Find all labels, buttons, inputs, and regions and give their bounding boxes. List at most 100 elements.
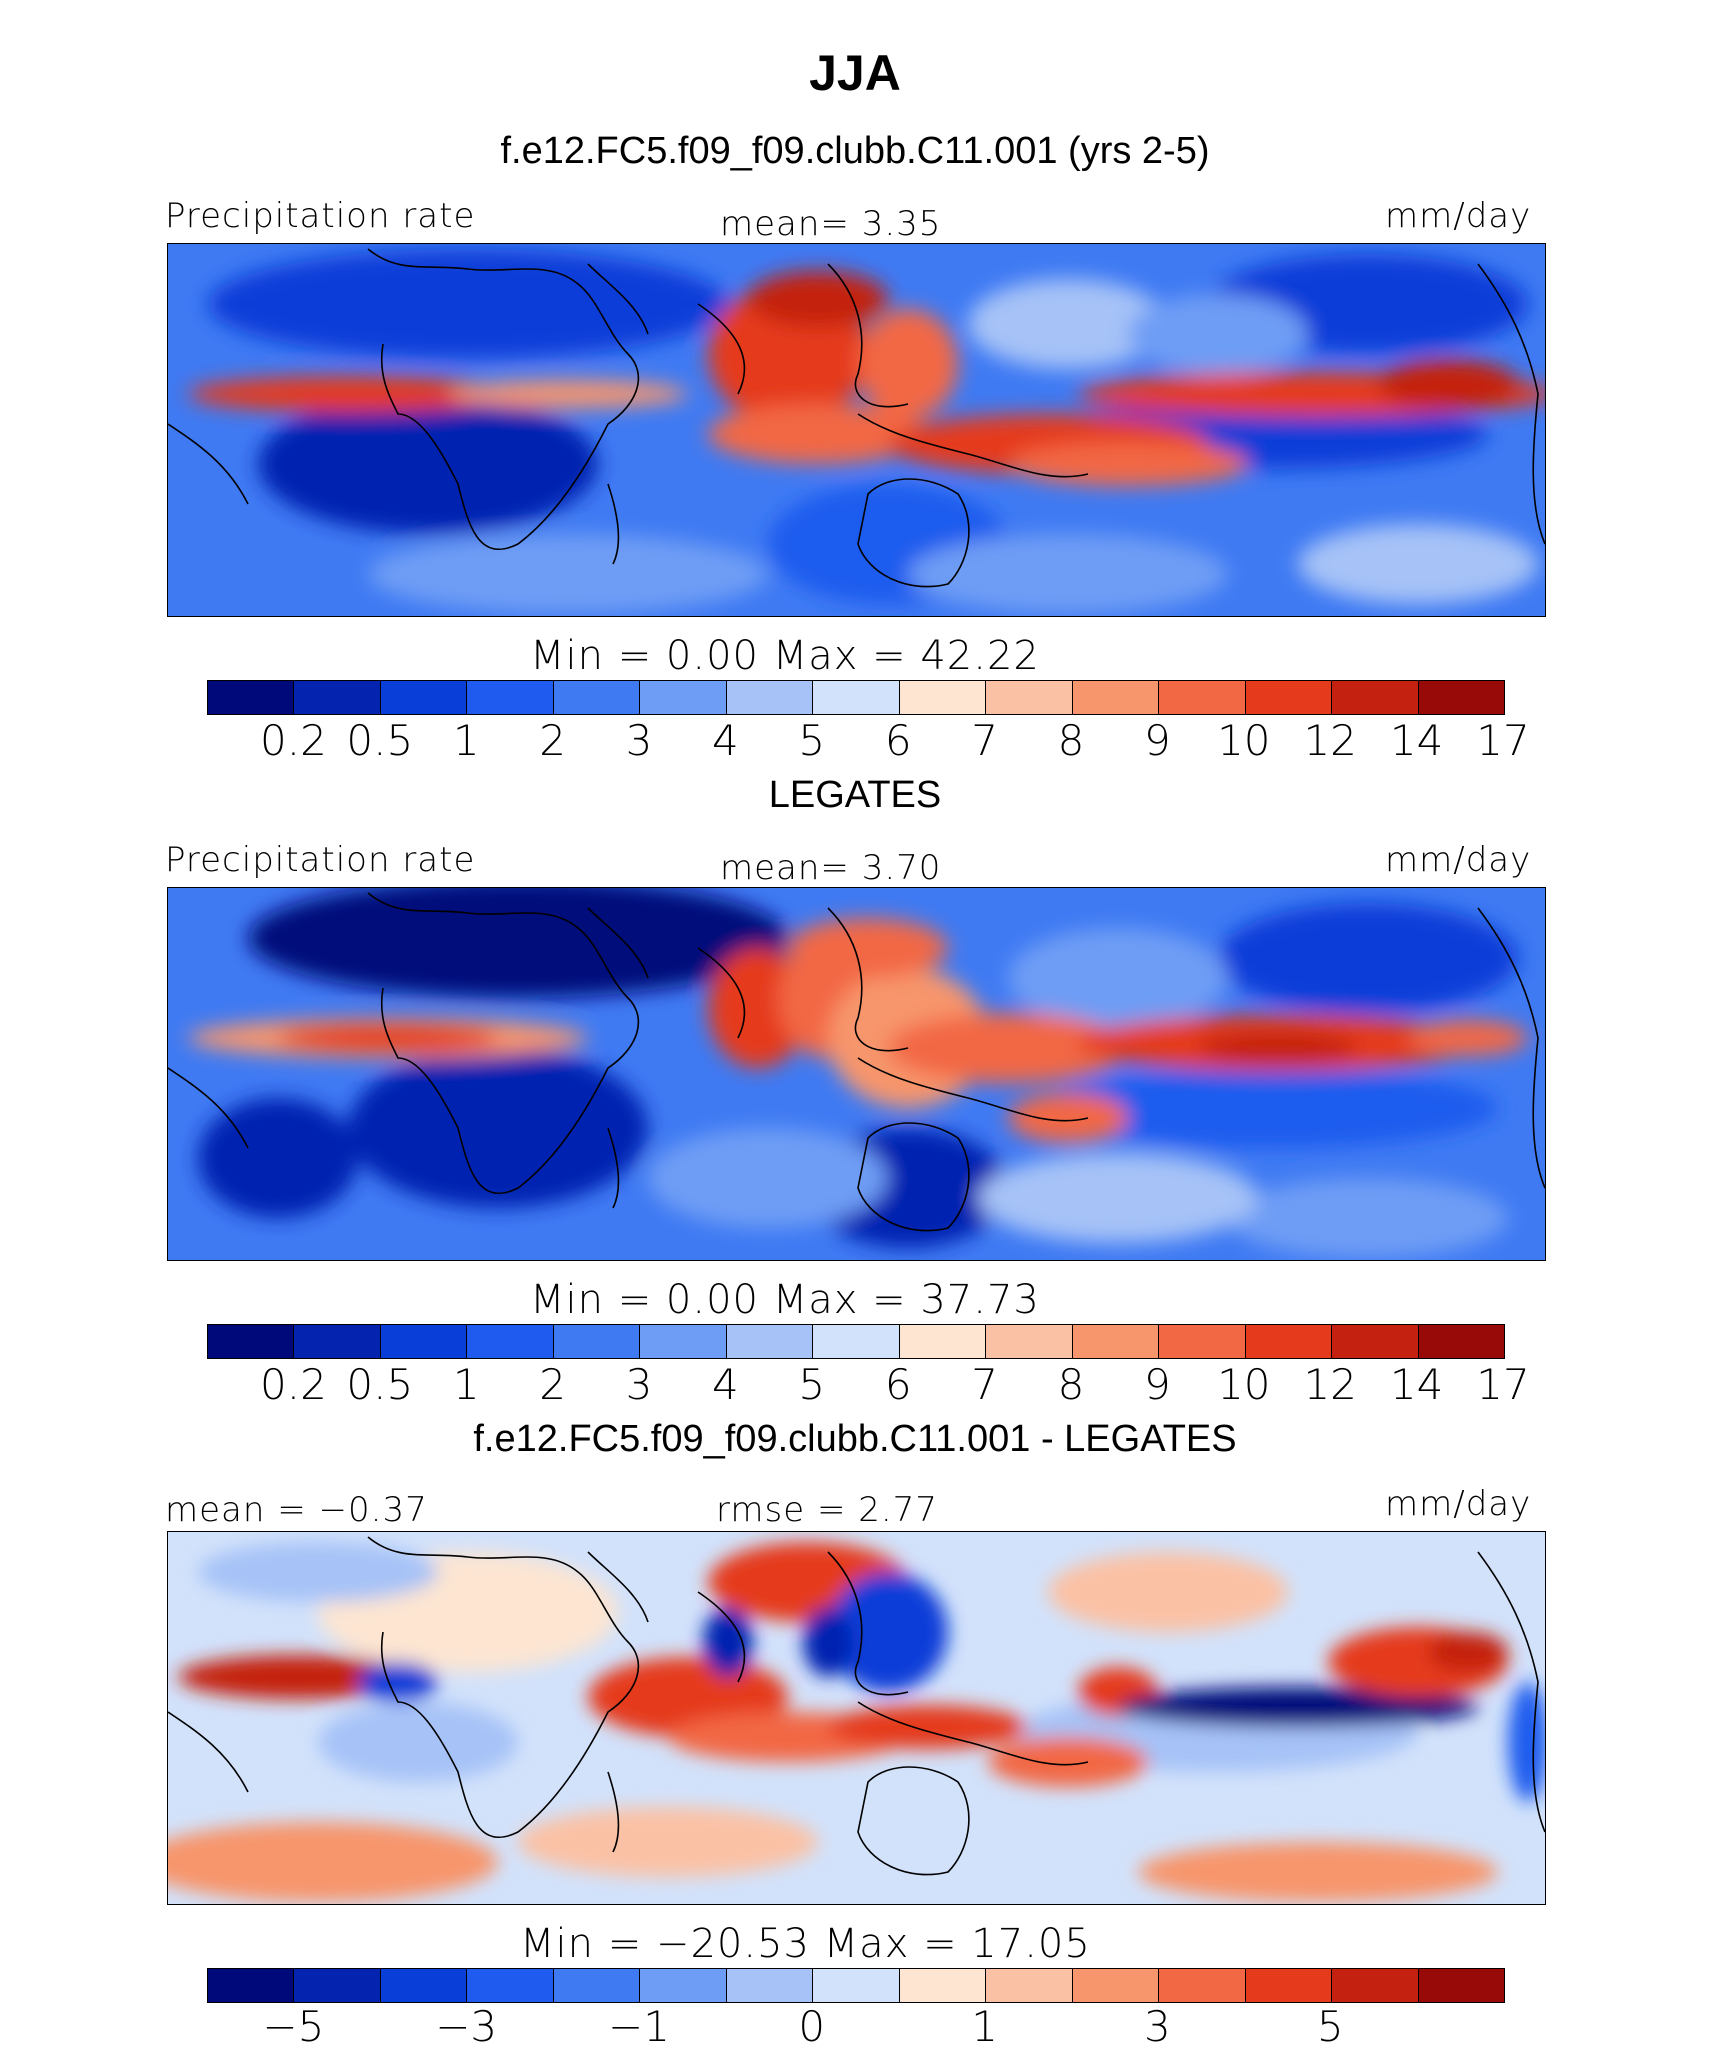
panel3-rmse-label: rmse = 2.77: [716, 1490, 938, 1530]
colorbar-swatch: [1159, 1969, 1246, 2002]
panel1-map: [167, 243, 1546, 617]
panel1-variable-label: Precipitation rate: [165, 196, 476, 236]
colorbar-swatch: [208, 1325, 295, 1358]
colorbar-tick-label: 2: [539, 1360, 566, 1409]
colorbar-swatch: [1245, 1325, 1333, 1358]
colorbar-swatch: [294, 681, 381, 714]
colorbar-swatch: [1072, 1325, 1160, 1358]
colorbar-swatch: [467, 1325, 554, 1358]
panel1-minmax: Min = 0.00 Max = 42.22: [530, 633, 1040, 679]
colorbar-tick-label: 10: [1217, 716, 1271, 765]
panel3-map: [167, 1531, 1546, 1905]
colorbar-swatch: [1418, 1969, 1505, 2002]
colorbar-tick-label: 8: [1057, 716, 1085, 765]
colorbar-tick-label: 14: [1389, 1360, 1444, 1409]
colorbar-swatch: [726, 681, 814, 714]
panel3-mean-label: mean = −0.37: [165, 1490, 428, 1530]
colorbar-swatch: [1332, 1969, 1419, 2002]
colorbar-swatch: [1332, 681, 1419, 714]
colorbar-tick-label: 0: [798, 2002, 826, 2051]
colorbar-tick-label: 0.5: [346, 1360, 414, 1409]
panel1-mean-label: mean= 3.35: [720, 204, 942, 244]
colorbar-swatch: [1332, 1325, 1419, 1358]
panel2-heading: LEGATES: [768, 774, 942, 816]
colorbar-tick-label: 5: [1316, 2002, 1344, 2051]
panel2-minmax: Min = 0.00 Max = 37.73: [530, 1277, 1040, 1323]
colorbar-swatch: [553, 681, 641, 714]
colorbar-tick-label: 1: [452, 1360, 480, 1409]
panel1-units-label: mm/day: [1385, 196, 1532, 236]
colorbar-tick-label: 0.2: [259, 716, 327, 765]
colorbar-tick-label: 6: [884, 1360, 912, 1409]
colorbar-tick-label: 17: [1476, 1360, 1530, 1409]
panel3-units-label: mm/day: [1385, 1484, 1532, 1524]
colorbar-swatch: [726, 1325, 814, 1358]
panel2-map: [167, 887, 1546, 1261]
colorbar-swatch: [899, 681, 987, 714]
colorbar-swatch: [986, 1325, 1073, 1358]
colorbar-tick-label: 12: [1303, 716, 1357, 765]
colorbar-tick-label: 2: [539, 716, 566, 765]
colorbar-swatch: [208, 1969, 295, 2002]
colorbar-swatch: [986, 681, 1073, 714]
colorbar-swatch: [294, 1969, 381, 2002]
colorbar-tick-label: 9: [1144, 716, 1171, 765]
colorbar-swatch: [380, 681, 468, 714]
colorbar-swatch: [1245, 681, 1333, 714]
colorbar-swatch: [899, 1969, 987, 2002]
colorbar-swatch: [1072, 681, 1160, 714]
colorbar-swatch: [467, 681, 554, 714]
panel1-heading: f.e12.FC5.f09_f09.clubb.C11.001 (yrs 2-5…: [500, 130, 1210, 172]
colorbar-swatch: [1072, 1969, 1160, 2002]
colorbar-swatch: [380, 1969, 468, 2002]
colorbar-swatch: [640, 681, 727, 714]
colorbar-tick-label: 4: [712, 1360, 739, 1409]
colorbar-tick-label: 10: [1217, 1360, 1271, 1409]
colorbar-tick-label: 9: [1144, 1360, 1171, 1409]
colorbar-swatch: [208, 681, 295, 714]
colorbar-tick-label: 6: [884, 716, 912, 765]
colorbar-tick-label: 4: [712, 716, 739, 765]
colorbar-swatch: [1418, 681, 1505, 714]
colorbar-swatch: [380, 1325, 468, 1358]
colorbar-swatch: [813, 681, 900, 714]
figure-title: JJA: [809, 45, 901, 101]
colorbar-swatch: [1245, 1969, 1333, 2002]
colorbar-tick-label: 3: [1144, 2002, 1171, 2051]
colorbar-tick-label: 3: [625, 1360, 653, 1409]
colorbar-swatch: [986, 1969, 1073, 2002]
colorbar-swatch: [813, 1969, 900, 2002]
colorbar-tick-label: 5: [798, 716, 826, 765]
colorbar-tick-label: −1: [608, 2002, 670, 2051]
panel2-colorbar: [207, 1324, 1505, 1359]
colorbar-swatch: [813, 1325, 900, 1358]
panel1-colorbar: [207, 680, 1505, 715]
panel2-variable-label: Precipitation rate: [165, 840, 476, 880]
colorbar-tick-label: 5: [798, 1360, 826, 1409]
colorbar-tick-label: 7: [971, 1360, 998, 1409]
colorbar-tick-label: 1: [452, 716, 480, 765]
colorbar-tick-label: 12: [1303, 1360, 1357, 1409]
colorbar-swatch: [726, 1969, 814, 2002]
panel3-heading: f.e12.FC5.f09_f09.clubb.C11.001 - LEGATE…: [473, 1418, 1237, 1460]
colorbar-tick-label: 1: [971, 2002, 998, 2051]
colorbar-tick-label: −5: [262, 2002, 325, 2051]
colorbar-swatch: [553, 1969, 641, 2002]
panel3-minmax: Min = −20.53 Max = 17.05: [520, 1921, 1091, 1967]
panel3-colorbar: [207, 1968, 1505, 2003]
colorbar-tick-label: 8: [1057, 1360, 1085, 1409]
colorbar-tick-label: 0.2: [259, 1360, 327, 1409]
colorbar-swatch: [1159, 681, 1246, 714]
colorbar-tick-label: 14: [1389, 716, 1444, 765]
colorbar-swatch: [1418, 1325, 1505, 1358]
colorbar-tick-label: −3: [435, 2002, 498, 2051]
colorbar-swatch: [640, 1969, 727, 2002]
colorbar-swatch: [640, 1325, 727, 1358]
colorbar-swatch: [899, 1325, 987, 1358]
colorbar-tick-label: 7: [971, 716, 998, 765]
panel2-mean-label: mean= 3.70: [720, 848, 942, 888]
colorbar-swatch: [553, 1325, 641, 1358]
panel2-units-label: mm/day: [1385, 840, 1532, 880]
colorbar-tick-label: 0.5: [346, 716, 414, 765]
colorbar-swatch: [294, 1325, 381, 1358]
